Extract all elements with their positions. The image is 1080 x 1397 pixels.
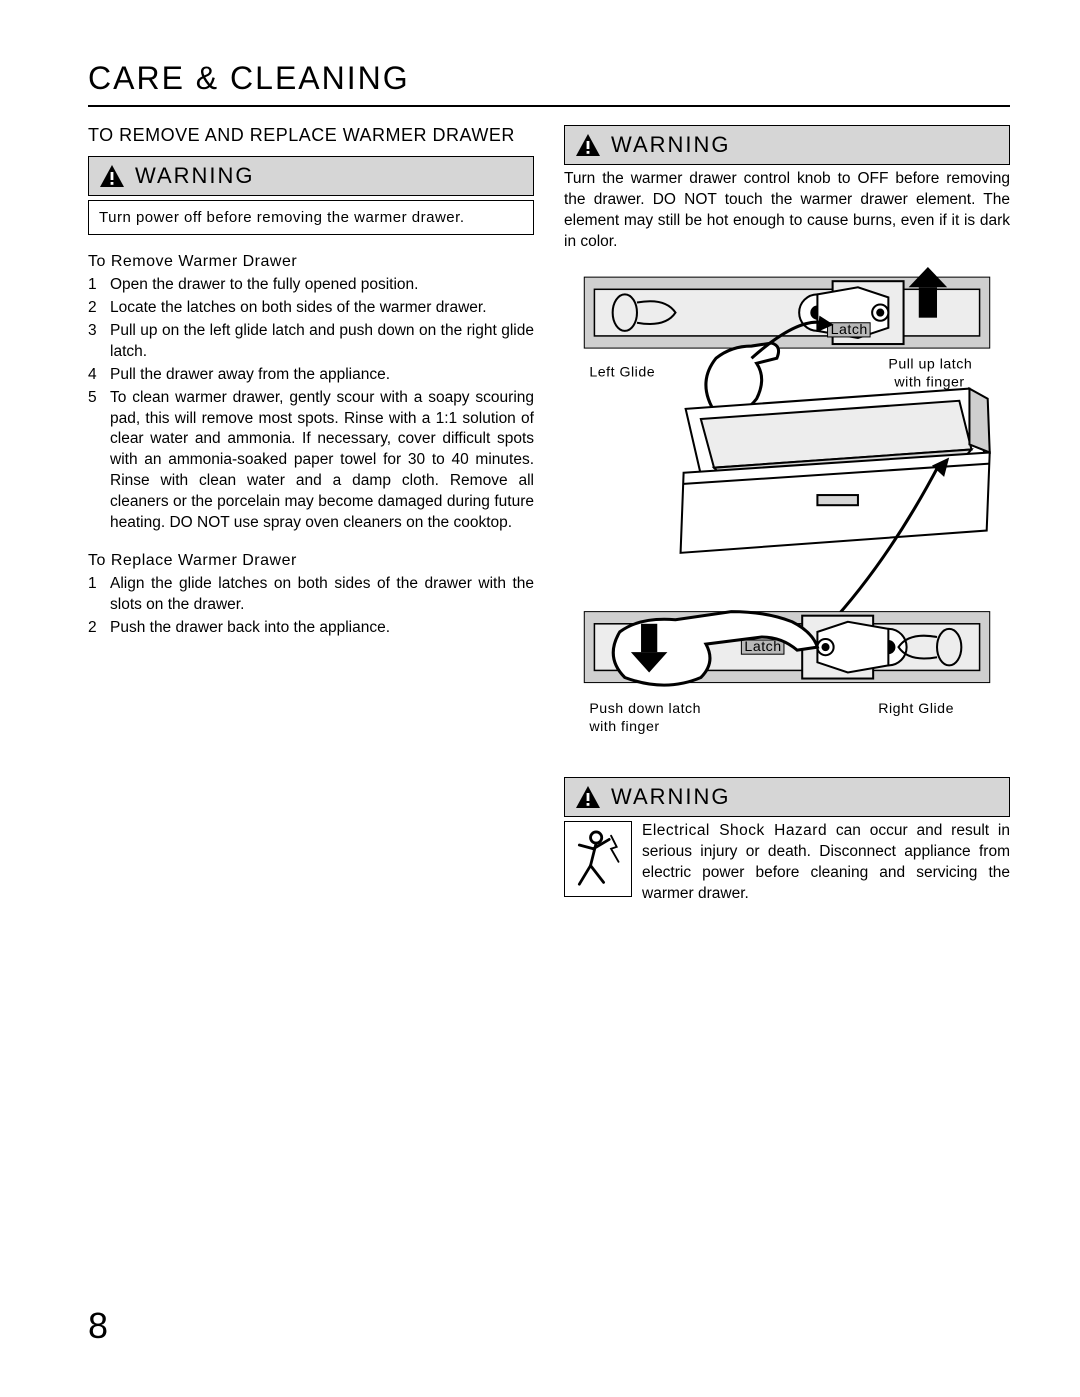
remove-steps-list: Open the drawer to the fully opened posi… [88, 275, 534, 534]
remove-step: To clean warmer drawer, gently scour wit… [88, 388, 534, 534]
left-column: TO REMOVE AND REPLACE WARMER DRAWER WARN… [88, 125, 534, 905]
replace-heading: To Replace Warmer Drawer [88, 552, 534, 570]
diagram-latch-top: Latch [831, 322, 868, 338]
remove-heading: To Remove Warmer Drawer [88, 253, 534, 271]
power-off-note: Turn power off before removing the warme… [88, 200, 534, 235]
drawer-diagram-svg: Latch Left Glide Pull up latch with fing… [564, 267, 1010, 754]
remove-step: Locate the latches on both sides of the … [88, 298, 534, 319]
diagram-pull-up-1: Pull up latch [888, 356, 972, 372]
replace-step: Push the drawer back into the appliance. [88, 618, 534, 639]
warning-1-text: Turn the warmer drawer control knob to O… [564, 169, 1010, 253]
two-column-layout: TO REMOVE AND REPLACE WARMER DRAWER WARN… [88, 125, 1010, 905]
warning-label-right-1: WARNING [611, 132, 731, 158]
shock-warning-text: Electrical Shock Hazard can occur and re… [642, 821, 1010, 905]
remove-step: Pull the drawer away from the appliance. [88, 365, 534, 386]
diagram-push-down-2: with finger [588, 719, 659, 735]
replace-steps-list: Align the glide latches on both sides of… [88, 574, 534, 639]
remove-step: Pull up on the left glide latch and push… [88, 321, 534, 363]
warning-label-right-2: WARNING [611, 784, 731, 810]
warning-bar-right-1: WARNING [564, 125, 1010, 165]
shock-hazard-icon [564, 821, 632, 897]
warning-bar-right-2: WARNING [564, 777, 1010, 817]
warning-label-left: WARNING [135, 163, 255, 189]
diagram-pull-up-2: with finger [893, 374, 964, 390]
remove-step: Open the drawer to the fully opened posi… [88, 275, 534, 296]
diagram-latch-bottom: Latch [744, 639, 781, 655]
right-column: WARNING Turn the warmer drawer control k… [564, 125, 1010, 905]
shock-warning-block: Electrical Shock Hazard can occur and re… [564, 821, 1010, 905]
replace-step: Align the glide latches on both sides of… [88, 574, 534, 616]
section-heading-remove-replace: TO REMOVE AND REPLACE WARMER DRAWER [88, 125, 534, 146]
warning-triangle-icon [575, 133, 601, 157]
warning-bar-left: WARNING [88, 156, 534, 196]
page-title: CARE & CLEANING [88, 60, 1010, 97]
warning-triangle-icon [575, 785, 601, 809]
page-number: 8 [88, 1305, 108, 1347]
diagram-left-glide-label: Left Glide [589, 364, 655, 380]
diagram-right-glide-label: Right Glide [878, 701, 954, 717]
diagram-push-down-1: Push down latch [589, 701, 701, 717]
warning-triangle-icon [99, 164, 125, 188]
shock-bold-lead: Electrical Shock Hazard [642, 822, 827, 839]
title-rule [88, 105, 1010, 107]
drawer-diagram: Latch Left Glide Pull up latch with fing… [564, 267, 1010, 754]
